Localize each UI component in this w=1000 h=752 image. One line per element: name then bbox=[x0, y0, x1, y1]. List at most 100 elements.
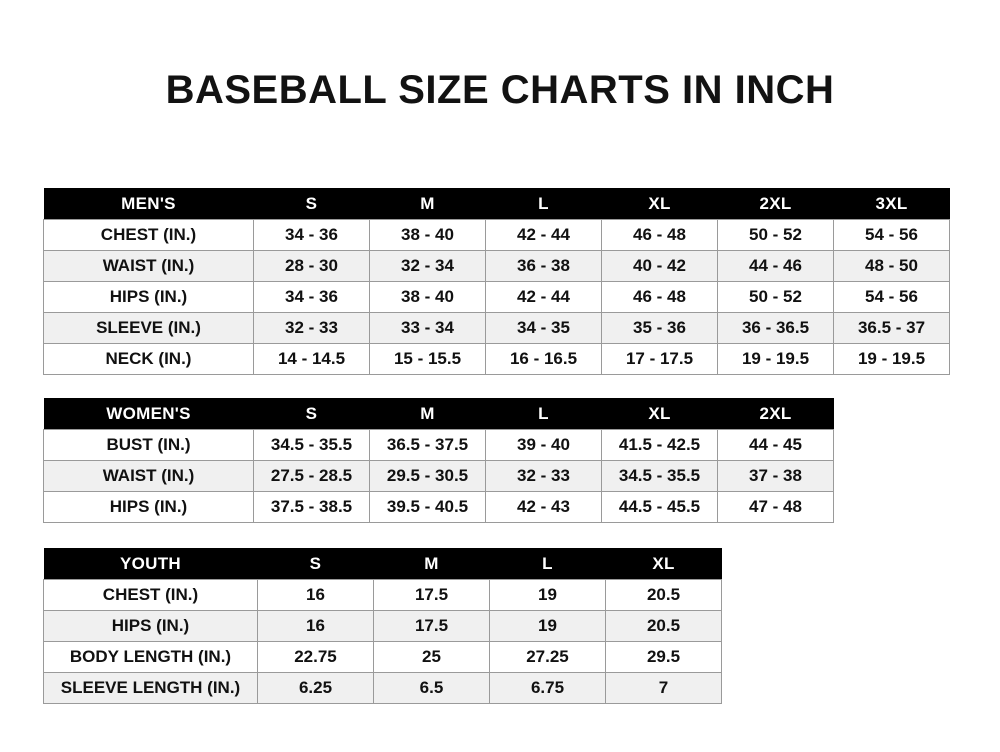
table-cell: 42 - 43 bbox=[485, 491, 602, 523]
table-row: CHEST (IN.) 16 17.5 19 20.5 bbox=[43, 579, 722, 611]
womens-header-category: WOMEN'S bbox=[43, 398, 254, 430]
mens-header-l: L bbox=[485, 188, 602, 220]
table-cell: 27.5 - 28.5 bbox=[253, 460, 370, 492]
table-cell: 34 - 36 bbox=[253, 219, 370, 251]
table-cell: 54 - 56 bbox=[833, 281, 950, 313]
mens-header-3xl: 3XL bbox=[833, 188, 950, 220]
womens-size-table: WOMEN'S S M L XL 2XL BUST (IN.) 34.5 - 3… bbox=[43, 398, 834, 523]
table-cell: 50 - 52 bbox=[717, 219, 834, 251]
table-cell: 34 - 35 bbox=[485, 312, 602, 344]
table-cell: 7 bbox=[605, 672, 722, 704]
table-cell: 36 - 36.5 bbox=[717, 312, 834, 344]
page-title: BASEBALL SIZE CHARTS IN INCH bbox=[165, 68, 835, 112]
womens-header-xl: XL bbox=[601, 398, 718, 430]
table-cell: 42 - 44 bbox=[485, 281, 602, 313]
table-cell: 32 - 34 bbox=[369, 250, 486, 282]
row-label: NECK (IN.) bbox=[43, 343, 254, 375]
mens-size-table: MEN'S S M L XL 2XL 3XL CHEST (IN.) 34 - … bbox=[43, 188, 950, 375]
table-cell: 37 - 38 bbox=[717, 460, 834, 492]
table-header-row: YOUTH S M L XL bbox=[43, 548, 722, 580]
youth-header-s: S bbox=[257, 548, 374, 580]
womens-header-m: M bbox=[369, 398, 486, 430]
table-row: WAIST (IN.) 27.5 - 28.5 29.5 - 30.5 32 -… bbox=[43, 460, 834, 492]
womens-table-header: WOMEN'S S M L XL 2XL bbox=[43, 398, 834, 430]
table-cell: 22.75 bbox=[257, 641, 374, 673]
youth-table-header: YOUTH S M L XL bbox=[43, 548, 722, 580]
table-cell: 17.5 bbox=[373, 579, 490, 611]
table-cell: 16 bbox=[257, 610, 374, 642]
youth-header-l: L bbox=[489, 548, 606, 580]
row-label: CHEST (IN.) bbox=[43, 219, 254, 251]
table-cell: 16 bbox=[257, 579, 374, 611]
table-cell: 36.5 - 37.5 bbox=[369, 429, 486, 461]
table-cell: 19 - 19.5 bbox=[833, 343, 950, 375]
row-label: WAIST (IN.) bbox=[43, 460, 254, 492]
row-label: BUST (IN.) bbox=[43, 429, 254, 461]
table-cell: 19 bbox=[489, 610, 606, 642]
table-row: BODY LENGTH (IN.) 22.75 25 27.25 29.5 bbox=[43, 641, 722, 673]
row-label: HIPS (IN.) bbox=[43, 610, 258, 642]
table-cell: 47 - 48 bbox=[717, 491, 834, 523]
row-label: CHEST (IN.) bbox=[43, 579, 258, 611]
table-cell: 6.75 bbox=[489, 672, 606, 704]
table-cell: 19 - 19.5 bbox=[717, 343, 834, 375]
table-cell: 20.5 bbox=[605, 610, 722, 642]
table-cell: 40 - 42 bbox=[601, 250, 718, 282]
mens-header-2xl: 2XL bbox=[717, 188, 834, 220]
table-cell: 29.5 bbox=[605, 641, 722, 673]
table-cell: 19 bbox=[489, 579, 606, 611]
table-header-row: WOMEN'S S M L XL 2XL bbox=[43, 398, 834, 430]
row-label: HIPS (IN.) bbox=[43, 281, 254, 313]
row-label: BODY LENGTH (IN.) bbox=[43, 641, 258, 673]
table-cell: 42 - 44 bbox=[485, 219, 602, 251]
mens-header-m: M bbox=[369, 188, 486, 220]
table-cell: 35 - 36 bbox=[601, 312, 718, 344]
womens-header-l: L bbox=[485, 398, 602, 430]
table-cell: 38 - 40 bbox=[369, 219, 486, 251]
table-cell: 34 - 36 bbox=[253, 281, 370, 313]
table-cell: 16 - 16.5 bbox=[485, 343, 602, 375]
table-cell: 39.5 - 40.5 bbox=[369, 491, 486, 523]
table-cell: 38 - 40 bbox=[369, 281, 486, 313]
row-label: HIPS (IN.) bbox=[43, 491, 254, 523]
table-cell: 54 - 56 bbox=[833, 219, 950, 251]
table-row: NECK (IN.) 14 - 14.5 15 - 15.5 16 - 16.5… bbox=[43, 343, 950, 375]
table-row: SLEEVE LENGTH (IN.) 6.25 6.5 6.75 7 bbox=[43, 672, 722, 704]
youth-header-m: M bbox=[373, 548, 490, 580]
table-row: SLEEVE (IN.) 32 - 33 33 - 34 34 - 35 35 … bbox=[43, 312, 950, 344]
row-label: WAIST (IN.) bbox=[43, 250, 254, 282]
table-row: CHEST (IN.) 34 - 36 38 - 40 42 - 44 46 -… bbox=[43, 219, 950, 251]
table-cell: 48 - 50 bbox=[833, 250, 950, 282]
table-cell: 46 - 48 bbox=[601, 219, 718, 251]
table-row: WAIST (IN.) 28 - 30 32 - 34 36 - 38 40 -… bbox=[43, 250, 950, 282]
table-cell: 32 - 33 bbox=[253, 312, 370, 344]
table-cell: 41.5 - 42.5 bbox=[601, 429, 718, 461]
womens-table-body: BUST (IN.) 34.5 - 35.5 36.5 - 37.5 39 - … bbox=[43, 429, 834, 523]
womens-header-s: S bbox=[253, 398, 370, 430]
table-row: BUST (IN.) 34.5 - 35.5 36.5 - 37.5 39 - … bbox=[43, 429, 834, 461]
table-cell: 20.5 bbox=[605, 579, 722, 611]
mens-table-body: CHEST (IN.) 34 - 36 38 - 40 42 - 44 46 -… bbox=[43, 219, 950, 375]
table-cell: 27.25 bbox=[489, 641, 606, 673]
table-cell: 46 - 48 bbox=[601, 281, 718, 313]
table-cell: 17 - 17.5 bbox=[601, 343, 718, 375]
row-label: SLEEVE (IN.) bbox=[43, 312, 254, 344]
mens-header-xl: XL bbox=[601, 188, 718, 220]
table-cell: 32 - 33 bbox=[485, 460, 602, 492]
table-cell: 39 - 40 bbox=[485, 429, 602, 461]
youth-table-body: CHEST (IN.) 16 17.5 19 20.5 HIPS (IN.) 1… bbox=[43, 579, 722, 704]
table-row: HIPS (IN.) 34 - 36 38 - 40 42 - 44 46 - … bbox=[43, 281, 950, 313]
table-cell: 15 - 15.5 bbox=[369, 343, 486, 375]
mens-header-category: MEN'S bbox=[43, 188, 254, 220]
youth-header-xl: XL bbox=[605, 548, 722, 580]
youth-size-table: YOUTH S M L XL CHEST (IN.) 16 17.5 19 20… bbox=[43, 548, 722, 704]
table-cell: 44.5 - 45.5 bbox=[601, 491, 718, 523]
mens-header-s: S bbox=[253, 188, 370, 220]
table-cell: 44 - 45 bbox=[717, 429, 834, 461]
table-cell: 25 bbox=[373, 641, 490, 673]
row-label: SLEEVE LENGTH (IN.) bbox=[43, 672, 258, 704]
table-cell: 36 - 38 bbox=[485, 250, 602, 282]
table-cell: 44 - 46 bbox=[717, 250, 834, 282]
table-cell: 34.5 - 35.5 bbox=[253, 429, 370, 461]
